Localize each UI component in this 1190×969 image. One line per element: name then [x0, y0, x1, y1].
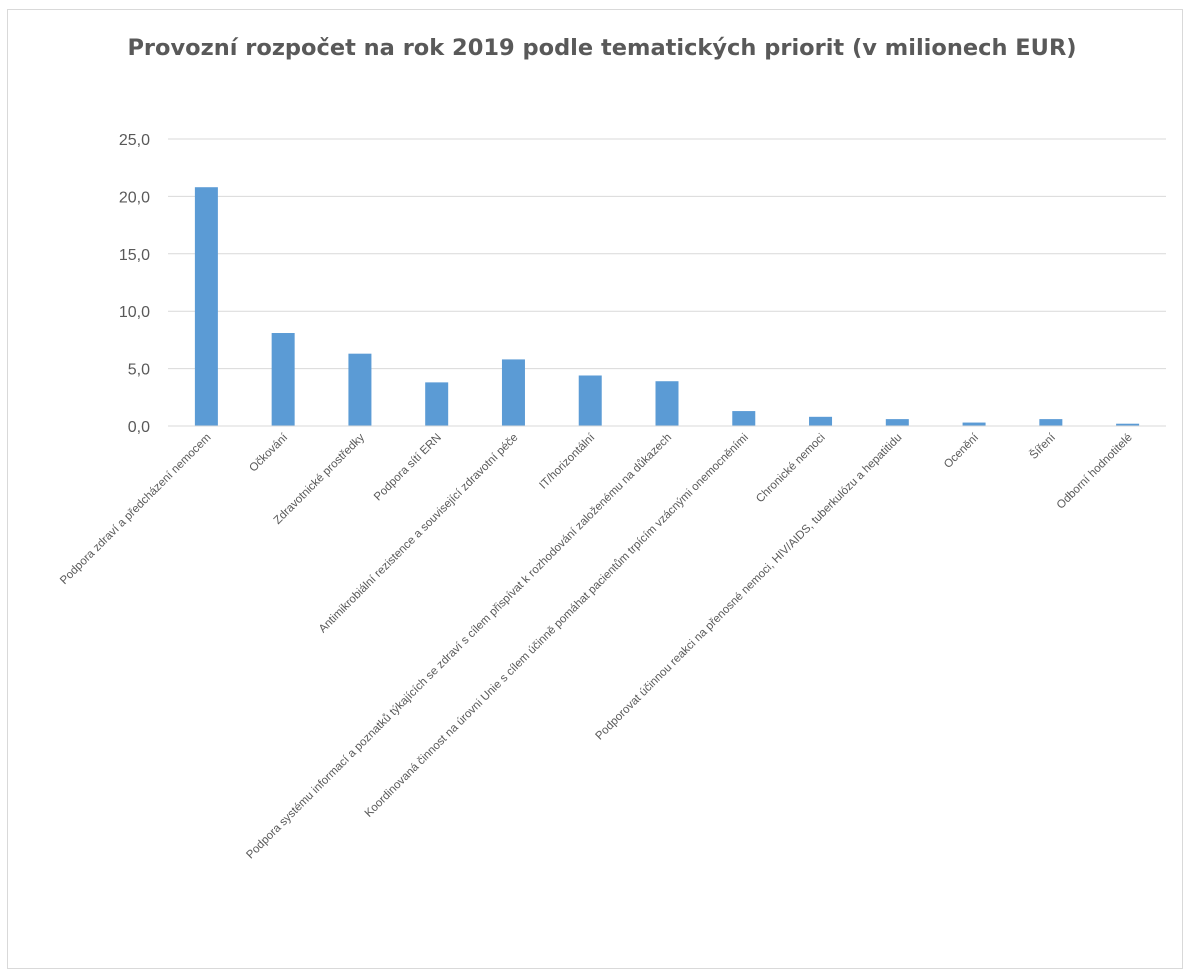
x-category-label: Podporovat účinnou reakci na přenosné ne…: [594, 432, 905, 743]
bar: [501, 359, 525, 426]
x-category-label: Podpora sítí ERN: [372, 432, 444, 504]
y-tick-label: 20,0: [119, 189, 150, 206]
bars: [194, 187, 1140, 426]
bar: [425, 382, 449, 426]
bar: [809, 416, 833, 426]
gridlines: [168, 138, 1166, 370]
y-tick-label: 5,0: [128, 362, 150, 379]
x-category-label: Šíření: [1027, 430, 1058, 461]
x-category-label: Ocenění: [942, 431, 982, 471]
bar: [732, 411, 756, 426]
bar: [194, 187, 218, 426]
category-labels: Podpora zdraví a předcházení nemocem Očko…: [58, 430, 1135, 861]
x-category-label: Koordinovaná činnost na úrovni Unie s cí…: [363, 432, 751, 820]
x-category-label: Chronické nemoci: [754, 432, 828, 506]
bar: [1039, 419, 1063, 426]
chart-area: [7, 9, 1183, 969]
x-category-label: Očkování: [247, 431, 290, 474]
bar: [962, 422, 986, 426]
x-category-label: Odborní hodnotitelé: [1055, 432, 1135, 512]
chart-title: Provozní rozpočet na rok 2019 podle tema…: [127, 35, 1076, 61]
x-category-label: IT/horizontální: [537, 431, 598, 492]
y-tick-label: 15,0: [119, 247, 150, 264]
y-tick-label: 0,0: [128, 419, 150, 436]
x-category-label: Zdravotnické prostředky: [272, 431, 367, 526]
bar: [885, 419, 909, 426]
x-category-label: Podpora zdraví a předcházení nemocem: [58, 432, 213, 587]
bar: [348, 353, 372, 426]
y-tick-label: 25,0: [119, 132, 150, 149]
bar: [578, 375, 602, 426]
bar: [655, 381, 679, 426]
y-tick-label: 10,0: [119, 304, 150, 321]
y-axis-ticks: 0,0 5,0 10,0 15,0 20,0 25,0: [119, 132, 150, 436]
bar: [1116, 423, 1140, 426]
bar: [271, 333, 295, 426]
